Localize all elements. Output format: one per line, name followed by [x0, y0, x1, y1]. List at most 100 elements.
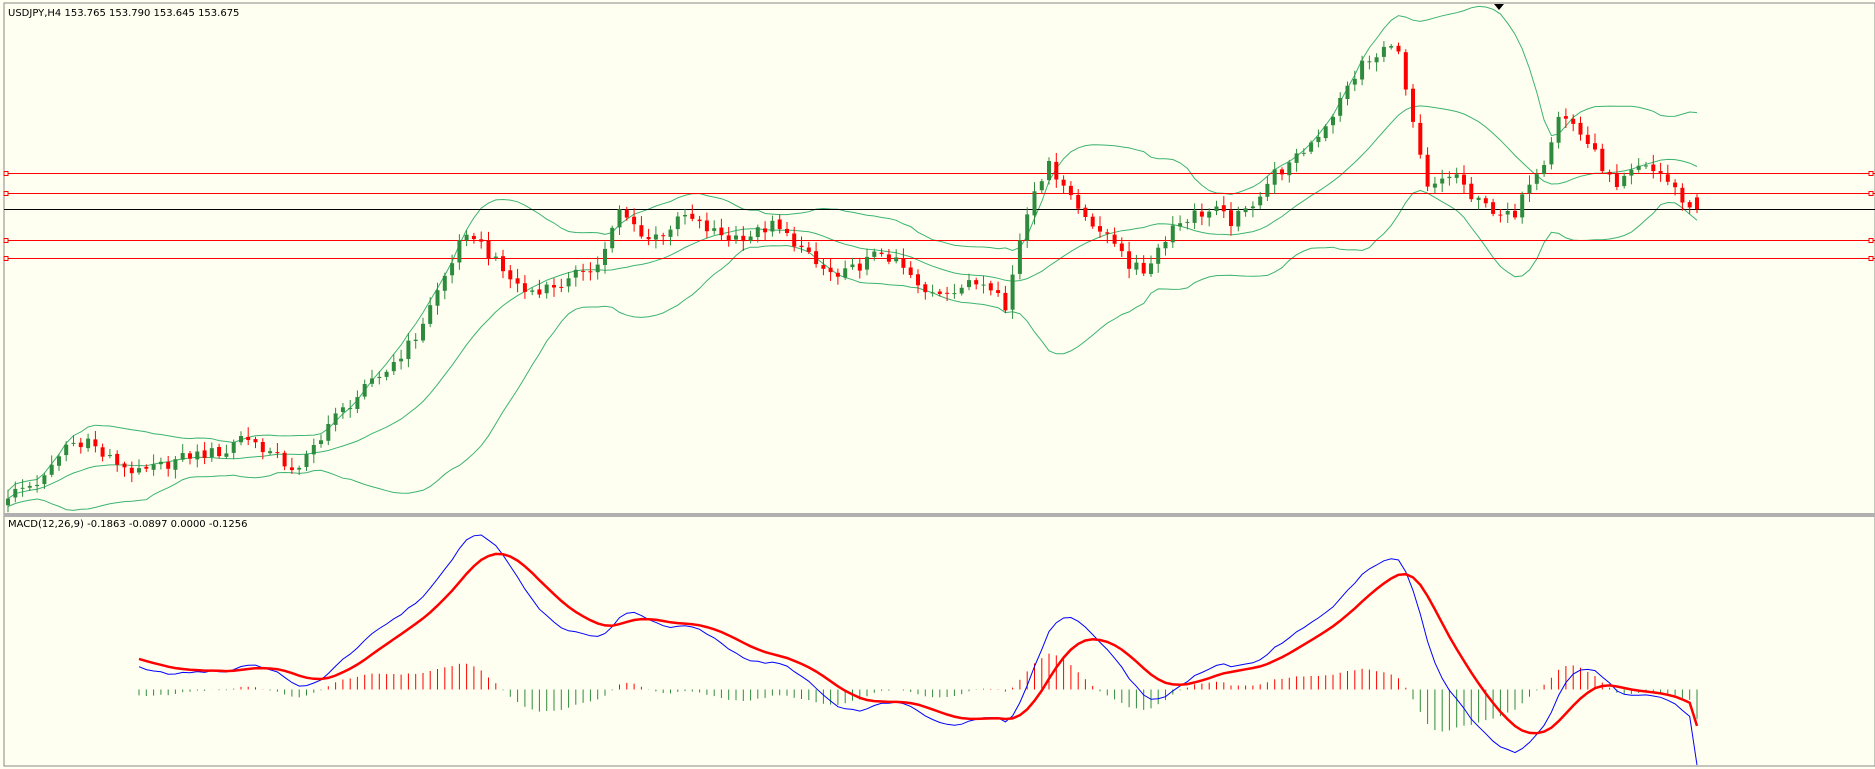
macd-pane: [138, 534, 1699, 766]
candle-body: [1367, 61, 1372, 63]
candle-body: [282, 452, 287, 467]
candle-body: [908, 267, 913, 275]
bollinger-upper: [7, 5, 1698, 492]
candle-body: [1556, 116, 1561, 143]
candle-body: [1323, 126, 1328, 139]
candle-body: [399, 358, 404, 362]
candle-body: [668, 229, 673, 237]
candle-body: [1374, 57, 1379, 63]
candle-body: [1542, 165, 1547, 175]
candle-body: [435, 290, 440, 306]
candle-body: [180, 453, 185, 460]
candle-body: [377, 376, 382, 378]
candle-body: [421, 323, 425, 341]
candle-body: [872, 251, 877, 257]
bollinger-middle: [7, 105, 1698, 500]
level-handle-right[interactable]: [1868, 238, 1874, 243]
candle-body: [617, 209, 622, 228]
candle-body: [1607, 171, 1612, 175]
candle-body: [370, 378, 374, 384]
candle-body: [479, 239, 484, 242]
level-handle-right[interactable]: [1868, 256, 1874, 261]
candle-body: [115, 453, 120, 465]
candle-body: [1644, 165, 1648, 167]
candle-body: [544, 284, 549, 294]
candle-body: [1498, 214, 1503, 216]
candle-body: [1571, 118, 1576, 124]
candle-body: [1403, 52, 1408, 90]
candle-body: [770, 220, 775, 232]
candle-body: [326, 424, 331, 441]
candle-body: [1301, 152, 1306, 154]
candle-body: [1017, 240, 1022, 274]
candle-body: [107, 455, 112, 457]
level-handle-left[interactable]: [3, 191, 9, 196]
macd-histogram: [138, 653, 1698, 732]
level-handle-left[interactable]: [3, 238, 9, 243]
candle-body: [1112, 234, 1117, 244]
candle-body: [508, 270, 513, 280]
candle-body: [406, 340, 411, 359]
candle-body: [610, 227, 615, 249]
candle-body: [1090, 216, 1095, 227]
candle-body: [777, 219, 782, 230]
candle-body: [166, 462, 171, 469]
candle-body: [151, 464, 156, 470]
candle-body: [297, 467, 302, 470]
candle-body: [632, 216, 637, 225]
level-handle-left[interactable]: [3, 256, 9, 261]
candle-body: [457, 240, 462, 263]
candle-body: [486, 240, 491, 259]
candle-body: [1345, 85, 1350, 99]
level-handle-right[interactable]: [1868, 171, 1874, 176]
candle-body: [1360, 60, 1365, 80]
candle-body: [122, 463, 127, 468]
level-handle-right[interactable]: [1868, 191, 1874, 196]
candle-body: [1411, 88, 1415, 122]
candle-body: [814, 251, 819, 265]
candle-body: [1098, 226, 1102, 232]
candle-body: [1250, 206, 1255, 209]
candle-body: [1483, 198, 1488, 204]
candle-body: [1527, 184, 1532, 194]
candle-body: [71, 442, 76, 444]
candle-body: [639, 225, 644, 237]
candle-body: [828, 267, 833, 273]
candle-body: [712, 228, 717, 231]
candle-body: [865, 256, 869, 270]
candle-body: [1076, 195, 1081, 209]
candle-body: [646, 237, 651, 240]
chart-header: USDJPY,H4 153.765 153.790 153.645 153.67…: [8, 8, 239, 19]
chart-shift-marker-icon[interactable]: [1494, 4, 1504, 10]
candle-body: [1039, 181, 1044, 191]
candle-body: [1127, 251, 1132, 269]
candle-body: [1272, 169, 1277, 185]
candle-body: [697, 219, 702, 222]
candle-body: [260, 442, 265, 453]
candle-body: [1695, 197, 1699, 210]
candle-body: [967, 280, 971, 288]
candle-body: [1563, 116, 1568, 119]
candle-body: [209, 448, 214, 458]
candle-body: [843, 268, 848, 278]
candle-body: [1141, 262, 1146, 274]
level-handle-left[interactable]: [3, 171, 9, 176]
candle-body: [1149, 263, 1153, 274]
candle-body: [763, 228, 768, 233]
candle-body: [850, 264, 855, 268]
candle-body: [1549, 142, 1554, 165]
candle-body: [501, 256, 505, 272]
pane-separator[interactable]: [4, 513, 1875, 517]
candle-body: [981, 284, 986, 286]
candle-body: [158, 461, 163, 465]
bollinger-bands: [7, 5, 1698, 511]
candle-body: [493, 256, 498, 258]
candle-body: [1680, 187, 1685, 203]
candle-body: [537, 289, 542, 295]
candle-body: [1003, 292, 1008, 311]
candle-body: [289, 467, 294, 471]
candle-body: [821, 265, 826, 269]
candle-body: [1199, 211, 1204, 217]
